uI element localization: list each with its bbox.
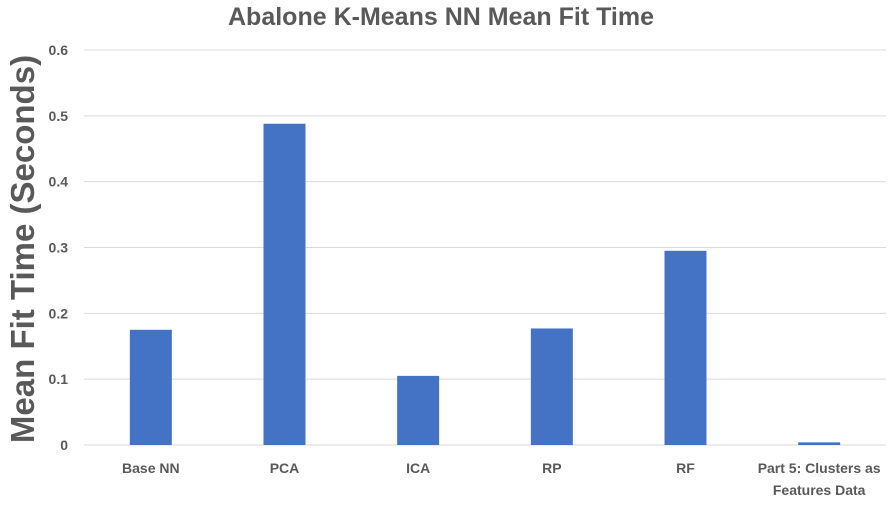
- x-tick-labels: Base NN PCA ICA RP RF Part 5: Clusters as Feat…: [122, 460, 881, 498]
- x-tick-label: RF: [676, 460, 695, 476]
- x-tick-label: RP: [542, 460, 561, 476]
- y-tick-label: 0.3: [49, 240, 69, 256]
- y-tick-label: 0.1: [49, 371, 69, 387]
- y-tick-label: 0: [60, 437, 68, 453]
- bar: [664, 250, 707, 445]
- y-tick-label: 0.6: [49, 42, 69, 58]
- y-tick-label: 0.2: [49, 305, 69, 321]
- bar: [798, 442, 841, 445]
- bar: [530, 328, 573, 445]
- x-tick-label: Part 5: Clusters as: [758, 460, 881, 476]
- x-tick-label: ICA: [406, 460, 430, 476]
- x-tick-label: Base NN: [122, 460, 180, 476]
- bars: [129, 123, 841, 445]
- bar: [129, 329, 172, 445]
- y-axis-label: Mean Fit Time (Seconds): [4, 55, 41, 443]
- gridlines: [84, 49, 886, 446]
- x-tick-label: Features Data: [773, 482, 866, 498]
- y-tick-label: 0.4: [49, 174, 69, 190]
- y-tick-label: 0.5: [49, 108, 69, 124]
- x-tick-label: PCA: [270, 460, 300, 476]
- bar: [263, 123, 306, 445]
- bar: [397, 375, 440, 445]
- chart-title: Abalone K-Means NN Mean Fit Time: [228, 3, 654, 31]
- y-tick-labels: 0 0.1 0.2 0.3 0.4 0.5 0.6: [49, 42, 69, 453]
